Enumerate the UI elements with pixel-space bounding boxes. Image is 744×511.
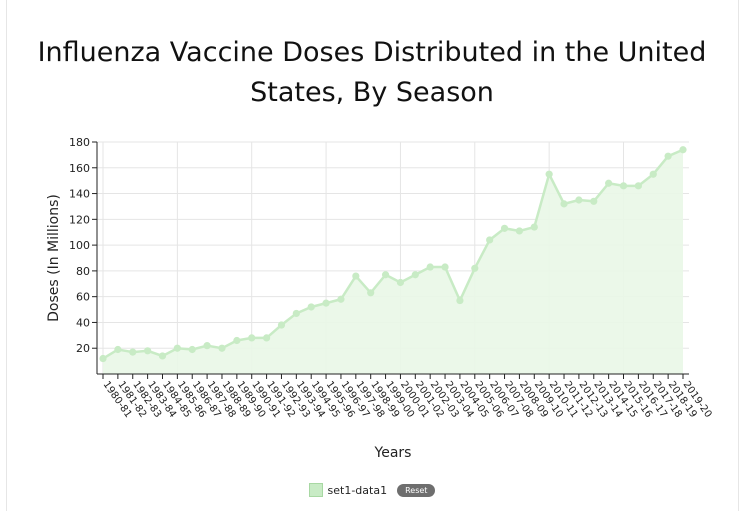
legend-swatch[interactable] — [308, 483, 323, 497]
data-point — [411, 271, 419, 279]
data-point — [486, 236, 494, 244]
data-point — [619, 182, 628, 190]
chart-title: Influenza Vaccine Doses Distributed in t… — [37, 37, 707, 108]
data-point — [545, 170, 553, 178]
data-point — [367, 289, 375, 297]
y-tick-label: 120 — [69, 213, 90, 226]
data-point — [560, 200, 568, 208]
data-point — [203, 342, 211, 350]
data-point — [649, 170, 657, 178]
data-point — [679, 146, 687, 154]
data-point — [144, 347, 152, 355]
data-point — [292, 309, 300, 318]
data-point — [381, 271, 390, 279]
y-tick-label: 60 — [76, 291, 90, 304]
data-point — [426, 263, 434, 271]
data-point — [456, 296, 464, 305]
y-tick-label: 160 — [69, 162, 90, 175]
data-point — [441, 263, 449, 271]
x-axis-label: Years — [374, 445, 412, 461]
data-point — [173, 344, 181, 352]
data-point — [158, 352, 167, 360]
data-point — [129, 348, 137, 356]
area-fill — [103, 149, 683, 374]
legend: set1-data1 Reset — [0, 483, 744, 497]
data-point — [530, 223, 538, 231]
chart-card — [6, 0, 739, 511]
data-point — [515, 227, 524, 235]
data-point — [575, 196, 583, 204]
reset-button[interactable]: Reset — [397, 483, 436, 497]
line-area-chart: 204060801001201401601801980-811981-82198… — [46, 136, 714, 461]
data-point — [396, 278, 405, 287]
data-point — [248, 334, 256, 342]
data-point — [500, 224, 509, 232]
data-point — [322, 299, 330, 307]
y-axis-label: Doses (In Millions) — [46, 194, 62, 322]
data-point — [664, 152, 672, 160]
data-point — [337, 295, 345, 303]
data-point — [188, 345, 196, 354]
data-point — [605, 179, 613, 187]
data-point — [352, 272, 360, 280]
data-point — [634, 182, 642, 190]
y-tick-label: 140 — [69, 188, 90, 201]
legend-label[interactable]: set1-data1 — [327, 483, 388, 497]
data-point — [262, 334, 271, 342]
data-point — [307, 303, 315, 311]
y-tick-label: 80 — [76, 265, 90, 278]
y-tick-label: 20 — [76, 342, 90, 355]
data-point — [99, 354, 107, 363]
data-point — [277, 321, 286, 329]
data-point — [114, 345, 122, 354]
series-line — [102, 148, 684, 360]
data-point — [218, 344, 226, 352]
data-point — [233, 336, 241, 345]
y-tick-label: 180 — [69, 136, 90, 149]
data-point — [590, 197, 598, 205]
y-tick-label: 100 — [69, 239, 90, 252]
data-point — [471, 264, 479, 272]
y-tick-label: 40 — [76, 316, 90, 329]
